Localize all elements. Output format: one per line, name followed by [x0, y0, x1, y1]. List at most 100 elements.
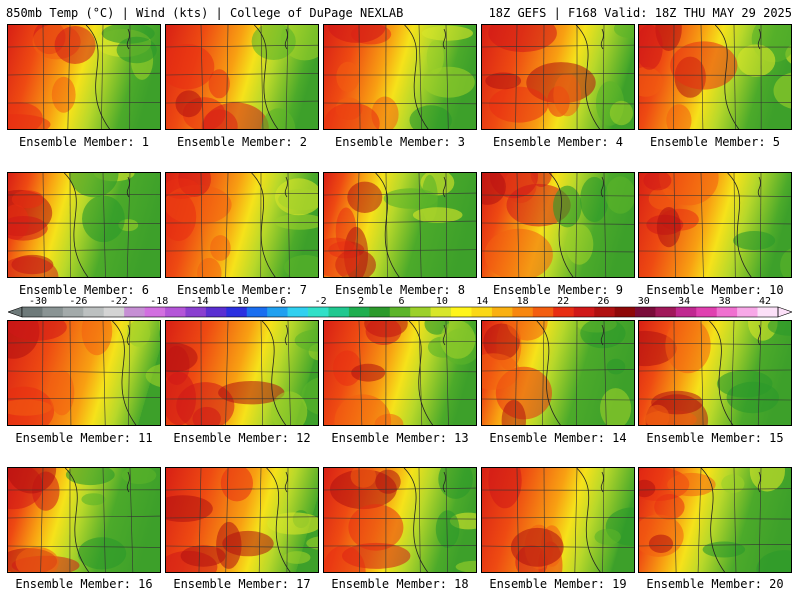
- colorbar-segment: [553, 307, 574, 317]
- ensemble-member-label: Ensemble Member: 5: [649, 135, 781, 149]
- temperature-field-map: [482, 468, 634, 572]
- contour-line: [714, 25, 740, 129]
- state-boundary: [324, 102, 476, 105]
- cool-temperature-area: [553, 185, 582, 228]
- state-boundary: [574, 468, 578, 572]
- colorbar-segment: [22, 307, 43, 317]
- temperature-field-map: [324, 321, 476, 425]
- warm-temperature-area: [501, 399, 526, 425]
- colorbar-max-arrow: [777, 306, 792, 318]
- cool-temperature-area: [455, 560, 476, 572]
- colorbar-segment: [594, 307, 615, 317]
- colorbar-segment: [491, 307, 513, 317]
- cool-temperature-area: [565, 224, 594, 265]
- cool-temperature-area: [81, 493, 106, 506]
- state-boundary: [358, 321, 363, 425]
- ensemble-map-panel: [323, 467, 477, 573]
- colorbar-segment: [124, 307, 145, 317]
- state-boundary: [166, 545, 318, 548]
- state-boundary: [482, 516, 634, 519]
- contour-line: [536, 321, 561, 425]
- warm-temperature-area: [351, 363, 386, 382]
- state-boundary: [166, 249, 318, 252]
- warm-temperature-area: [648, 534, 674, 553]
- state-boundary: [575, 173, 578, 277]
- state-boundary: [42, 173, 45, 277]
- warm-temperature-area: [347, 181, 383, 213]
- state-boundary: [602, 468, 605, 572]
- warm-temperature-area: [334, 394, 392, 425]
- state-boundary: [8, 397, 160, 400]
- cool-temperature-area: [767, 321, 791, 336]
- warm-temperature-area: [639, 479, 656, 498]
- state-boundary: [445, 173, 448, 277]
- state-boundary: [603, 173, 607, 277]
- colorbar-segment: [573, 307, 595, 317]
- colorbar-tick-labels: -30 -26 -22 -18 -14 -10 -6 -2 2 6 10 14 18 22 26 30 34 38…: [0, 296, 800, 307]
- state-boundary: [542, 321, 545, 425]
- contour-line: [375, 173, 400, 277]
- ensemble-member-label: Ensemble Member: 7: [176, 283, 308, 297]
- colorbar-segment: [165, 307, 186, 317]
- ensemble-map-panel: [323, 172, 477, 278]
- state-boundary: [358, 468, 360, 572]
- state-boundary: [8, 193, 160, 196]
- cool-temperature-area: [274, 213, 318, 230]
- temperature-field-map: [8, 468, 160, 572]
- contour-line: [549, 173, 574, 277]
- ensemble-member-label: Ensemble Member: 4: [492, 135, 624, 149]
- temperature-field-map: [639, 173, 791, 277]
- warm-temperature-area: [510, 527, 564, 567]
- warm-temperature-area: [15, 547, 59, 572]
- ensemble-member-label: Ensemble Member: 8: [334, 283, 466, 297]
- cool-temperature-area: [600, 388, 632, 425]
- colorbar-segment: [83, 307, 105, 317]
- lake-outline: [126, 28, 130, 50]
- state-boundary: [42, 25, 45, 129]
- state-boundary: [102, 468, 106, 572]
- state-boundary: [445, 468, 449, 572]
- colorbar-tick-label: 42: [758, 296, 772, 307]
- temperature-field-map: [324, 468, 476, 572]
- cool-temperature-area: [275, 178, 318, 216]
- state-boundary: [516, 468, 519, 572]
- state-boundary: [700, 321, 704, 425]
- state-boundary: [42, 321, 44, 425]
- cool-temperature-area: [159, 329, 160, 338]
- contour-line: [64, 468, 90, 572]
- temperature-field-map: [166, 173, 318, 277]
- cool-temperature-area: [435, 510, 460, 548]
- warm-temperature-area: [220, 468, 253, 502]
- warm-temperature-area: [667, 472, 716, 497]
- state-boundary: [730, 321, 735, 425]
- state-boundary: [639, 250, 791, 253]
- temperature-field-map: [324, 173, 476, 277]
- cool-temperature-area: [613, 25, 634, 38]
- colorbar-tick-label: 6: [398, 296, 405, 307]
- state-boundary: [286, 468, 289, 572]
- warm-temperature-area: [49, 370, 75, 416]
- colorbar-segment: [185, 307, 207, 317]
- warm-temperature-area: [210, 235, 231, 261]
- warm-temperature-area: [365, 321, 402, 345]
- state-boundary: [358, 25, 361, 129]
- ensemble-member-label: Ensemble Member: 13: [331, 431, 469, 445]
- warm-temperature-area: [348, 504, 404, 551]
- temperature-field-map: [8, 173, 160, 277]
- cool-temperature-area: [65, 468, 115, 486]
- warm-temperature-area: [8, 321, 67, 341]
- state-boundary: [700, 173, 704, 277]
- state-boundary: [482, 545, 634, 548]
- warm-temperature-area: [648, 187, 678, 210]
- lake-outline: [442, 28, 446, 50]
- colorbar-segment: [532, 307, 554, 317]
- lake-outline: [284, 324, 288, 346]
- temperature-field-map: [482, 321, 634, 425]
- state-boundary: [166, 192, 318, 196]
- state-boundary: [8, 248, 160, 252]
- temperature-field-map: [166, 321, 318, 425]
- temperature-field-map: [8, 25, 160, 129]
- colorbar-tick-label: 38: [718, 296, 731, 307]
- lake-outline: [757, 176, 761, 198]
- colorbar-tick-label: 34: [678, 296, 691, 307]
